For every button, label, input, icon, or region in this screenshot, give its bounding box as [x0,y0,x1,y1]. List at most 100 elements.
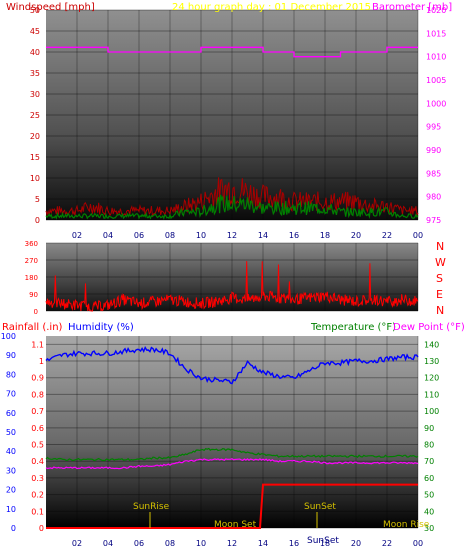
temperature-axis-title: Temperature (°F) [310,322,396,333]
temperature-y-tick: 40 [424,507,434,516]
temperature-y-tick: 100 [424,407,439,416]
humidity-y-tick: 20 [6,486,16,495]
temperature-y-tick: 80 [424,441,434,450]
lower-x-tick: 06 [134,539,144,548]
direction-y-tick: 180 [25,274,38,282]
lower-x-tick: 08 [165,539,175,548]
humidity-y-tick: 50 [6,428,16,437]
humidity-y-tick: 80 [6,370,16,379]
dewpoint-line [45,458,419,470]
wind-x-tick: 12 [227,231,237,240]
wind-x-tick: 02 [72,231,82,240]
wind-x-tick: 04 [103,231,113,240]
barometer-y-tick: 975 [426,216,441,225]
humidity-line [45,345,419,385]
rain-y-tick: 0.7 [31,407,44,416]
rain-y-tick: 1 [39,357,44,366]
barometer-axis-title: Barometer [mb] [372,2,452,13]
wind-x-tick: 22 [382,231,392,240]
rain-y-tick: 0.4 [31,457,44,466]
wind-y-tick: 5 [35,195,40,204]
humidity-y-tick: 60 [6,409,16,418]
direction-label-n-top: N [436,240,444,253]
rain-y-tick: 1.1 [31,340,44,349]
direction-panel-bg [46,243,418,311]
wind-x-tick: 06 [134,231,144,240]
direction-label-s: S [436,272,443,285]
temperature-y-tick: 60 [424,474,434,483]
temperature-y-tick: 110 [424,390,439,399]
wind-y-tick: 30 [30,90,40,99]
temperature-line [45,447,419,462]
wind-x-tick: 08 [165,231,175,240]
direction-y-tick: 270 [25,257,38,265]
humidity-y-tick: 90 [6,351,16,360]
direction-y-tick: 0 [34,308,38,316]
lower-x-tick: 00 [413,539,423,548]
barometer-y-tick: 985 [426,169,441,178]
barometer-y-tick: 1005 [426,76,446,85]
wind-gust-line [45,177,419,217]
lower-x-tick: 22 [382,539,392,548]
humidity-y-tick: 30 [6,466,16,475]
wind-y-tick: 35 [30,69,40,78]
axis-tick-labels: 0510152025303540455097598098599099510001… [1,6,447,548]
lower-x-tick: 20 [351,539,361,548]
wind-y-tick: 15 [30,153,40,162]
rain-y-tick: 0.2 [31,491,44,500]
lower-x-tick: 16 [289,539,299,548]
humidity-y-tick: 40 [6,447,16,456]
direction-y-tick: 360 [25,240,38,248]
rain-y-tick: 0.8 [31,390,44,399]
wind-x-tick: 14 [258,231,268,240]
temperature-y-tick: 50 [424,491,434,500]
lower-x-tick: 14 [258,539,268,548]
wind-y-tick: 40 [30,48,40,57]
barometer-y-tick: 990 [426,146,441,155]
temperature-y-tick: 120 [424,374,439,383]
barometer-y-tick: 1010 [426,53,446,62]
wind-y-tick: 10 [30,174,40,183]
direction-label-n-bottom: N [436,304,444,317]
barometer-y-tick: 980 [426,193,441,202]
barometer-y-tick: 1020 [426,6,446,15]
wind-x-tick: 00 [413,231,423,240]
lower-x-tick: 12 [227,539,237,548]
barometer-y-tick: 1015 [426,29,446,38]
wind-x-tick: 10 [196,231,206,240]
moonrise-label: Moon Rise [383,520,430,530]
humidity-axis-title: Humidity (%) [68,322,134,333]
wind-x-tick: 18 [320,231,330,240]
barometer-line [46,46,418,58]
temperature-y-tick: 30 [424,524,434,533]
wind-panel-bg [46,10,418,220]
direction-y-tick: 90 [29,291,38,299]
wind-direction-line [45,261,419,312]
humidity-y-tick: 10 [6,505,16,514]
wind-y-tick: 50 [30,6,40,15]
sunrise-label: SunRise [133,502,170,512]
rain-y-tick: 0.3 [31,474,44,483]
rain-y-tick: 0.6 [31,424,44,433]
rain-y-tick: 0.5 [31,441,44,450]
lower-panel-bg [46,336,418,528]
sunset-label-bottom: SunSet [307,536,339,546]
humidity-y-tick: 0 [11,524,16,533]
direction-label-e: E [436,288,443,301]
rain-y-tick: 0.9 [31,374,44,383]
humidity-y-tick: 100 [1,332,16,341]
lower-x-tick: 04 [103,539,113,548]
rainfall-line [46,483,418,529]
direction-label-w: W [435,256,446,269]
sunset-label: SunSet [304,502,336,512]
dewpoint-axis-title: Dew Point (°F) [393,322,465,333]
barometer-y-tick: 1000 [426,99,446,108]
temperature-y-tick: 140 [424,340,439,349]
rain-y-tick: 0 [39,524,44,533]
temperature-y-tick: 70 [424,457,434,466]
wind-y-tick: 45 [30,27,40,36]
wind-x-tick: 16 [289,231,299,240]
moonset-label: Moon Set [214,520,257,530]
